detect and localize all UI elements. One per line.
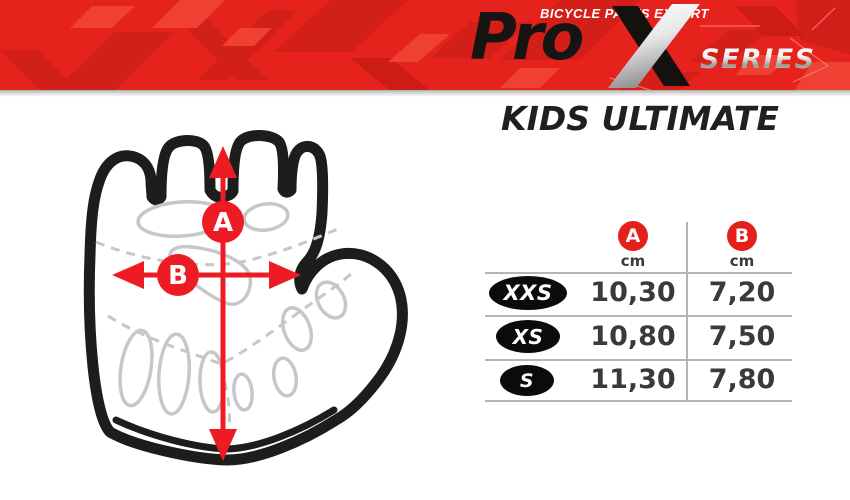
brand-logo-x-icon	[608, 4, 700, 88]
brand-logo-pro-text: Pro	[470, 1, 584, 75]
column-b-unit: cm	[729, 252, 755, 270]
value-b-xs: 7,50	[708, 321, 776, 352]
value-a-xs: 10,80	[590, 321, 676, 352]
page-title: KIDS ULTIMATE	[501, 99, 779, 138]
size-table: A B cm cm XXS 10,30 7,20 XS 10,80 7,50 S…	[485, 218, 792, 404]
table-divider	[485, 400, 792, 402]
header-pattern-graphic	[0, 0, 850, 90]
table-divider	[485, 315, 792, 317]
size-badge-xxs: XXS	[489, 276, 567, 310]
label-b-badge: B	[157, 254, 199, 296]
column-a-unit: cm	[620, 252, 646, 270]
table-column-divider	[686, 222, 688, 400]
label-a-badge: A	[202, 201, 244, 243]
brand-header: BICYCLE PARTS EXPERT Pro X SERIES	[0, 0, 850, 90]
value-b-xxs: 7,20	[708, 277, 776, 308]
column-a-badge: A	[618, 221, 648, 251]
size-badge-s: S	[500, 365, 554, 396]
header-divider	[0, 90, 850, 97]
brand-series-label: SERIES	[700, 44, 816, 75]
size-badge-xs: XS	[496, 320, 560, 353]
svg-text:A: A	[213, 208, 233, 238]
value-a-xxs: 10,30	[590, 277, 676, 308]
measurement-arrow-a	[209, 146, 237, 461]
value-b-s: 7,80	[708, 364, 776, 395]
measurement-arrow-b	[112, 261, 301, 289]
glove-measurement-diagram: A B	[83, 130, 408, 466]
svg-text:B: B	[168, 261, 188, 291]
column-b-badge: B	[727, 221, 757, 251]
value-a-s: 11,30	[590, 364, 676, 395]
table-divider	[485, 272, 792, 274]
table-divider	[485, 359, 792, 361]
